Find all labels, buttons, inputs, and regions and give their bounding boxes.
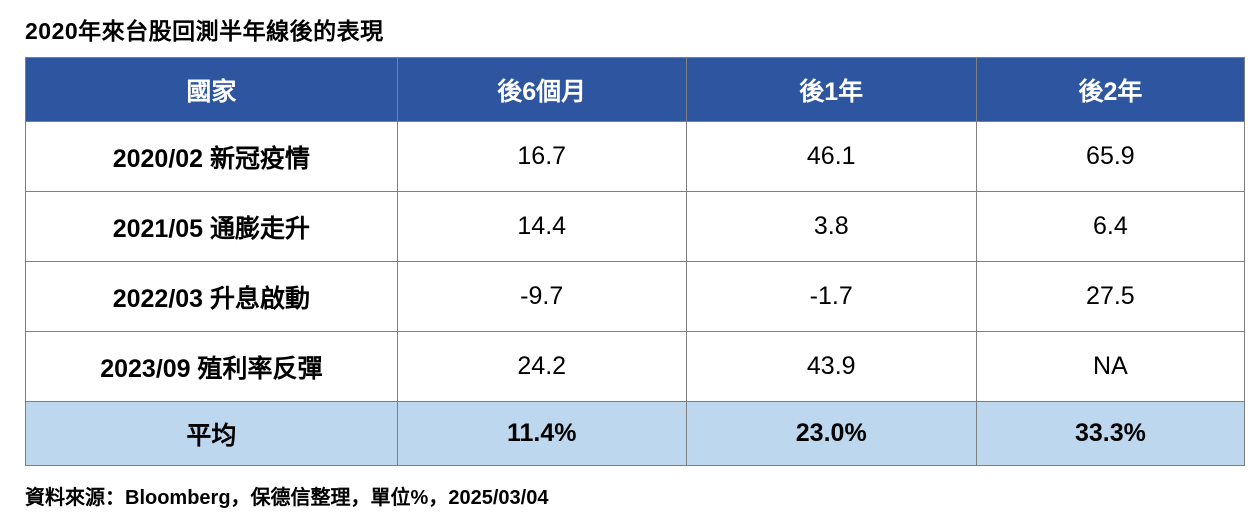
value-cell-2years: NA	[975, 331, 1246, 402]
value-cell-6months: -9.7	[396, 261, 687, 332]
value-cell-6months: 24.2	[396, 331, 687, 402]
header-cell-6months: 後6個月	[396, 57, 687, 122]
event-label-cell: 2020/02 新冠疫情	[25, 121, 398, 192]
value-cell-6months: 16.7	[396, 121, 687, 192]
event-label-cell: 2022/03 升息啟動	[25, 261, 398, 332]
header-cell-1year: 後1年	[685, 57, 977, 122]
table-row: 2022/03 升息啟動 -9.7 -1.7 27.5	[25, 261, 1246, 332]
table-row: 2021/05 通膨走升 14.4 3.8 6.4	[25, 191, 1246, 262]
event-label-cell: 2021/05 通膨走升	[25, 191, 398, 262]
header-cell-2years: 後2年	[975, 57, 1246, 122]
source-note: 資料來源：Bloomberg，保德信整理，單位%，2025/03/04	[25, 487, 549, 509]
performance-table: 國家 後6個月 後1年 後2年 2020/02 新冠疫情 16.7 46.1 6…	[25, 57, 1246, 466]
average-value-cell-1year: 23.0%	[685, 401, 977, 466]
header-cell-country: 國家	[25, 57, 398, 122]
value-cell-6months: 14.4	[396, 191, 687, 262]
value-cell-2years: 27.5	[975, 261, 1246, 332]
value-cell-2years: 65.9	[975, 121, 1246, 192]
value-cell-1year: -1.7	[685, 261, 977, 332]
average-value-cell-6months: 11.4%	[396, 401, 687, 466]
page-title: 2020年來台股回測半年線後的表現	[25, 18, 384, 44]
table-row: 2023/09 殖利率反彈 24.2 43.9 NA	[25, 331, 1246, 402]
value-cell-1year: 46.1	[685, 121, 977, 192]
average-row: 平均 11.4% 23.0% 33.3%	[25, 401, 1246, 466]
value-cell-2years: 6.4	[975, 191, 1246, 262]
header-row: 國家 後6個月 後1年 後2年	[25, 57, 1246, 122]
average-value-cell-2years: 33.3%	[975, 401, 1246, 466]
event-label-cell: 2023/09 殖利率反彈	[25, 331, 398, 402]
value-cell-1year: 3.8	[685, 191, 977, 262]
table-row: 2020/02 新冠疫情 16.7 46.1 65.9	[25, 121, 1246, 192]
average-label-cell: 平均	[25, 401, 398, 466]
value-cell-1year: 43.9	[685, 331, 977, 402]
